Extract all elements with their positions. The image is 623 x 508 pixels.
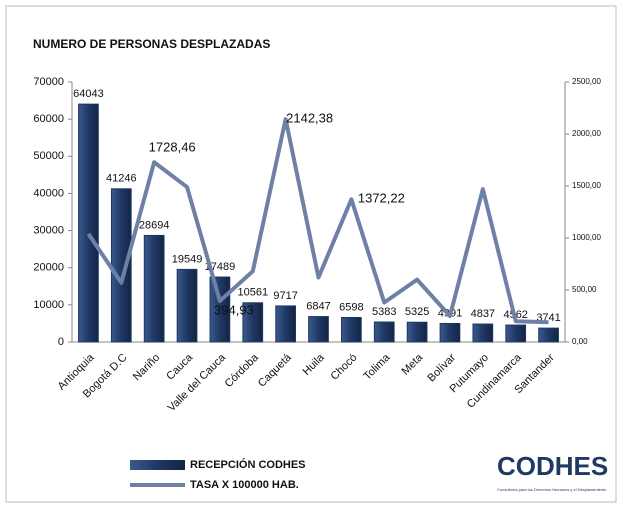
x-tick-label: Córdoba bbox=[223, 351, 262, 390]
line bbox=[86, 117, 549, 325]
bar bbox=[439, 322, 461, 343]
x-tick-label: Cauca bbox=[164, 351, 196, 383]
line-value-label: 1372,22 bbox=[358, 191, 405, 206]
y-tick-label: 10000 bbox=[33, 299, 64, 311]
y-tick-label: 60000 bbox=[33, 113, 64, 125]
bar bbox=[143, 234, 165, 343]
line-value-label: 394,93 bbox=[214, 302, 254, 317]
y-tick-label: 70000 bbox=[33, 76, 64, 88]
x-tick-label: Tolima bbox=[361, 351, 393, 383]
x-tick-label: Huila bbox=[300, 351, 327, 378]
legend-label: RECEPCIÓN CODHES bbox=[190, 458, 306, 471]
value-label: 9717 bbox=[273, 290, 297, 302]
value-label: 41246 bbox=[106, 173, 137, 185]
bar bbox=[373, 321, 395, 343]
value-label: 64043 bbox=[73, 88, 104, 100]
value-label: 6847 bbox=[306, 300, 330, 312]
x-tick-label: Valle del Cauca bbox=[166, 351, 229, 414]
legend-swatch bbox=[130, 460, 185, 470]
y2-tick-label: 1000,00 bbox=[572, 233, 601, 242]
x-tick-label: Chocó bbox=[329, 352, 360, 383]
bar bbox=[110, 188, 132, 343]
bar bbox=[78, 103, 99, 343]
bar bbox=[242, 302, 264, 343]
y2-tick-label: 0,00 bbox=[572, 337, 588, 346]
y2-tick-label: 1500,00 bbox=[572, 181, 601, 190]
line-value-label: 2142,38 bbox=[286, 111, 333, 126]
bar bbox=[505, 324, 527, 343]
legend-label: TASA X 100000 HAB. bbox=[190, 479, 299, 491]
x-tick-label: Meta bbox=[399, 351, 425, 377]
y-tick-label: 20000 bbox=[33, 262, 64, 274]
bar bbox=[275, 305, 296, 343]
y-tick-label: 30000 bbox=[33, 224, 64, 236]
y2-tick-label: 2000,00 bbox=[572, 129, 601, 138]
bar bbox=[538, 327, 559, 343]
value-label: 28694 bbox=[139, 219, 170, 231]
y-tick-label: 0 bbox=[58, 336, 64, 348]
x-tick-label: Caquetá bbox=[256, 351, 295, 390]
y-tick-label: 50000 bbox=[33, 150, 64, 162]
logo-subtitle: Consultoría para los Derechos Humanos y … bbox=[497, 487, 607, 492]
value-label: 5325 bbox=[405, 306, 429, 318]
logo: CODHES bbox=[497, 451, 608, 481]
bar bbox=[308, 316, 329, 343]
value-label: 4837 bbox=[471, 308, 495, 320]
value-label: 19549 bbox=[172, 253, 203, 265]
bar bbox=[472, 323, 494, 343]
x-tick-label: Nariño bbox=[131, 352, 162, 383]
value-label: 10561 bbox=[237, 287, 268, 299]
value-label: 6598 bbox=[339, 301, 363, 313]
bar bbox=[209, 276, 231, 343]
bar bbox=[406, 321, 428, 343]
y2-tick-label: 2500,00 bbox=[572, 77, 601, 86]
y2-tick-label: 500,00 bbox=[572, 285, 597, 294]
chart-title: NUMERO DE PERSONAS DESPLAZADAS bbox=[33, 37, 270, 51]
y-tick-label: 40000 bbox=[33, 187, 64, 199]
value-label: 5383 bbox=[372, 306, 396, 318]
bar bbox=[341, 316, 362, 343]
frame bbox=[5, 5, 617, 503]
bar bbox=[176, 268, 198, 343]
line-value-label: 1728,46 bbox=[149, 140, 196, 155]
